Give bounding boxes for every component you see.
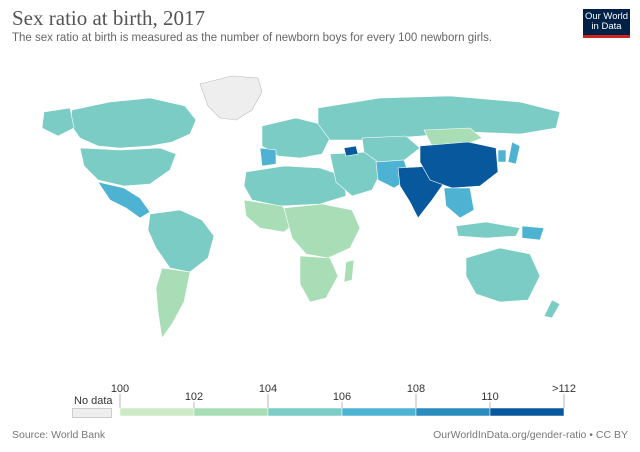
legend-bin-100-102[interactable] — [119, 407, 195, 417]
region-iberia[interactable] — [259, 147, 277, 167]
chart-title: Sex ratio at birth, 2017 — [12, 6, 206, 30]
region-japan[interactable] — [507, 141, 521, 165]
source-note: Source: World Bank — [12, 429, 106, 441]
world-map — [41, 75, 561, 339]
legend-bin-104-106[interactable] — [267, 407, 343, 417]
legend-tick-label: 104 — [259, 383, 277, 395]
legend-bin-102-104[interactable] — [193, 407, 269, 417]
legend-bin-110-112[interactable] — [489, 407, 565, 417]
logo-line-2: in Data — [591, 21, 622, 32]
region-southern-africa[interactable] — [299, 255, 339, 303]
chart-subtitle: The sex ratio at birth is measured as th… — [12, 32, 493, 44]
region-south-america-north[interactable] — [147, 209, 215, 273]
region-canada[interactable] — [69, 97, 197, 149]
legend-bin-108-110[interactable] — [415, 407, 491, 417]
region-southeast-asia[interactable] — [443, 187, 475, 219]
region-papua-new-guinea[interactable] — [521, 225, 545, 241]
region-russia[interactable] — [317, 95, 561, 141]
legend-color-scale: 100 102 104 106 108 110 >112 — [111, 383, 576, 417]
region-alaska[interactable] — [41, 107, 75, 137]
owid-logo[interactable]: Our World in Data — [583, 9, 630, 38]
legend-no-data-label: No data — [74, 395, 113, 407]
region-north-africa[interactable] — [243, 165, 347, 207]
logo-line-1: Our World — [584, 11, 629, 22]
legend-tick-label: 106 — [333, 391, 351, 403]
region-south-america-south[interactable] — [155, 267, 191, 339]
region-mexico[interactable] — [97, 181, 151, 219]
region-west-africa[interactable] — [243, 199, 297, 233]
region-australia[interactable] — [465, 247, 541, 303]
region-indonesia[interactable] — [455, 221, 521, 239]
region-korea[interactable] — [497, 149, 507, 163]
region-usa[interactable] — [79, 147, 177, 187]
region-central-east-africa[interactable] — [283, 203, 361, 259]
legend-tick-label: 102 — [185, 391, 203, 403]
region-mongolia[interactable] — [423, 127, 483, 147]
legend-no-data-swatch — [72, 408, 112, 418]
legend-bin-106-108[interactable] — [341, 407, 417, 417]
region-greenland[interactable] — [199, 75, 263, 121]
legend-tick-label: 110 — [481, 391, 499, 403]
region-china[interactable] — [419, 141, 499, 189]
license-link[interactable]: OurWorldInData.org/gender-ratio • CC BY — [433, 429, 628, 441]
region-new-zealand[interactable] — [543, 299, 561, 319]
legend-tick-label: 100 — [111, 383, 129, 395]
legend-tick-label: 108 — [407, 383, 425, 395]
region-caucasus[interactable] — [343, 145, 359, 157]
legend-tick-label: >112 — [552, 383, 576, 395]
region-madagascar[interactable] — [343, 259, 355, 283]
